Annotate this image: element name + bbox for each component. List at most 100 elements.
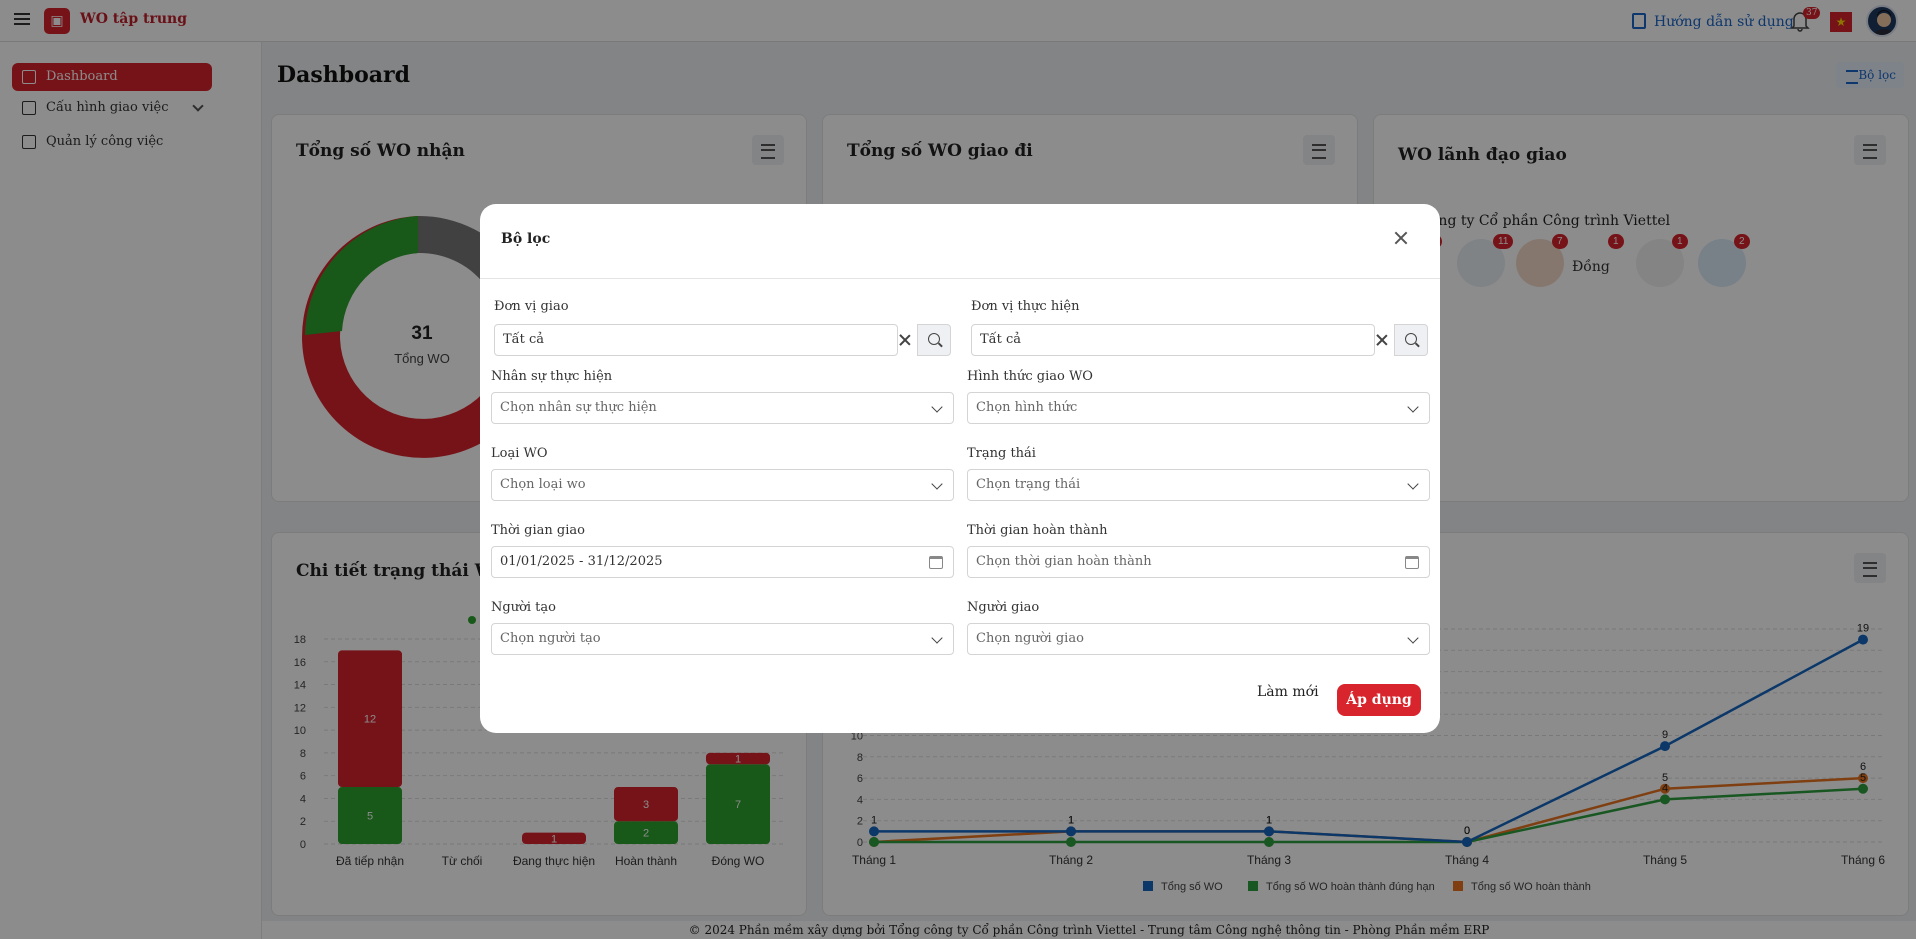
leader-avatar[interactable]: 2 [1698,234,1750,287]
chevron-down-icon [1407,478,1419,490]
leader-badge: 2 [1734,234,1750,249]
x-tick-label: Tháng 4 [1445,853,1489,867]
series-line [874,638,1864,844]
data-label: 1 [1266,814,1272,826]
menu-icon[interactable] [14,13,30,25]
select-placeholder: Chọn người giao [976,631,1084,646]
assignment-type-select[interactable]: Chọn hình thức [967,392,1430,424]
data-label: 5 [1860,772,1866,784]
data-label: 1 [1266,814,1272,826]
bar-segment [338,650,402,788]
document-icon [22,101,36,115]
x-tick-label: Đang thực hiện [513,854,595,868]
divider [480,278,1440,279]
bar-value-label: 3 [643,799,649,811]
y-tick-label: 12 [294,702,306,714]
data-label: 0 [1464,825,1470,837]
leader-avatar[interactable]: 1 [1636,234,1688,287]
y-tick-label: 0 [857,837,863,849]
card-filter-icon[interactable] [752,135,784,165]
legend-label: Tổng số WO [1161,881,1223,893]
bar-segment [614,821,678,844]
y-tick-label: 10 [851,731,863,743]
apply-button[interactable]: Áp dụng [1337,684,1421,716]
field-label: Người giao [967,600,1040,615]
book-icon [1632,13,1646,29]
status-select[interactable]: Chọn trạng thái [967,469,1430,501]
data-point [1066,837,1076,847]
issuing-unit-input[interactable]: Tất cả [494,324,898,356]
clear-icon[interactable] [1375,333,1389,347]
donut-total-label: Tổng WO [394,351,450,366]
field-label: Thời gian hoàn thành [967,523,1108,538]
bar-segment [338,787,402,844]
donut-total: 31 [411,323,433,344]
leader-avatar[interactable]: 11 [1457,234,1514,287]
page-title: Dashboard [277,62,410,88]
data-label: 9 [1662,729,1668,741]
data-label: 0 [1464,825,1470,837]
executor-select[interactable]: Chọn nhân sự thực hiện [491,392,954,424]
data-point [1660,783,1670,794]
leader-avatar[interactable]: 7 [1516,234,1568,287]
y-tick-label: 0 [300,839,306,851]
y-tick-label: 18 [294,634,306,646]
field-label: Nhân sự thực hiện [491,369,613,384]
data-label: 0 [1464,825,1470,837]
field-label: Người tạo [491,600,556,615]
clear-icon[interactable] [898,333,912,347]
user-guide-link[interactable]: Hướng dẫn sử dụng [1632,13,1794,30]
search-icon[interactable] [917,324,951,356]
bar-segment [706,752,770,765]
assigner-select[interactable]: Chọn người giao [967,623,1430,655]
chevron-down-icon [931,632,943,644]
grid-icon [22,70,36,84]
data-point [1264,826,1274,837]
bell-icon[interactable] [1790,10,1810,32]
bar-value-label: 7 [735,799,741,811]
leader-avatar[interactable]: Đồng 1 [1572,234,1624,287]
bar-value-label: 5 [367,811,373,823]
wo-type-select[interactable]: Chọn loại wo [491,469,954,501]
reset-button[interactable]: Làm mới [1257,684,1319,700]
date-range-value: 01/01/2025 - 31/12/2025 [500,554,663,569]
close-icon[interactable] [1390,228,1412,250]
vietnam-flag-icon[interactable]: ★ [1830,12,1852,32]
data-label: 5 [1662,772,1668,784]
chevron-down-icon [931,478,943,490]
user-avatar[interactable] [1866,5,1898,37]
sidebar-item-label: Dashboard [46,69,118,84]
sidebar-item-assignment-config[interactable]: Cấu hình giao việc [12,94,212,122]
select-placeholder: Chọn hình thức [976,400,1078,415]
data-point [1660,794,1670,805]
sidebar: Dashboard Cấu hình giao việc Quản lý côn… [0,42,262,939]
data-label: 4 [1662,782,1668,794]
data-label: 1 [1068,814,1074,826]
search-icon[interactable] [1394,324,1428,356]
x-tick-label: Tháng 1 [852,853,896,867]
executing-unit-input[interactable]: Tất cả [971,324,1375,356]
legend-label: Tổng số WO hoàn thành đúng hạn [1266,881,1435,893]
calendar-icon [929,556,943,569]
footer: © 2024 Phần mềm xây dựng bởi Tổng công t… [262,921,1916,939]
sidebar-item-label: Quản lý công việc [46,134,164,149]
select-placeholder: Chọn loại wo [500,477,586,492]
sidebar-item-dashboard[interactable]: Dashboard [12,63,212,91]
filter-modal: Bộ lọc Đơn vị giao Tất cả Đơn vị thực hi… [480,204,1440,733]
card-title: WO lãnh đạo giao [1398,145,1567,165]
y-tick-label: 2 [300,816,306,828]
creator-select[interactable]: Chọn người tạo [491,623,954,655]
y-tick-label: 16 [294,657,306,669]
sidebar-item-task-management[interactable]: Quản lý công việc [12,128,212,156]
card-filter-icon[interactable] [1854,553,1886,583]
leader-company-label: ông ty Cổ phần Công trình Viettel [1430,213,1671,229]
card-leader-wo: WO lãnh đạo giao ông ty Cổ phần Công trì… [1373,114,1909,502]
card-filter-icon[interactable] [1303,135,1335,165]
chevron-down-icon [931,401,943,413]
select-placeholder: Chọn nhân sự thực hiện [500,400,657,415]
filter-button[interactable]: Bộ lọc [1836,62,1904,88]
card-filter-icon[interactable] [1854,135,1886,165]
assign-date-range-input[interactable]: 01/01/2025 - 31/12/2025 [491,546,954,578]
completion-date-input[interactable]: Chọn thời gian hoàn thành [967,546,1430,578]
data-point [869,837,879,847]
